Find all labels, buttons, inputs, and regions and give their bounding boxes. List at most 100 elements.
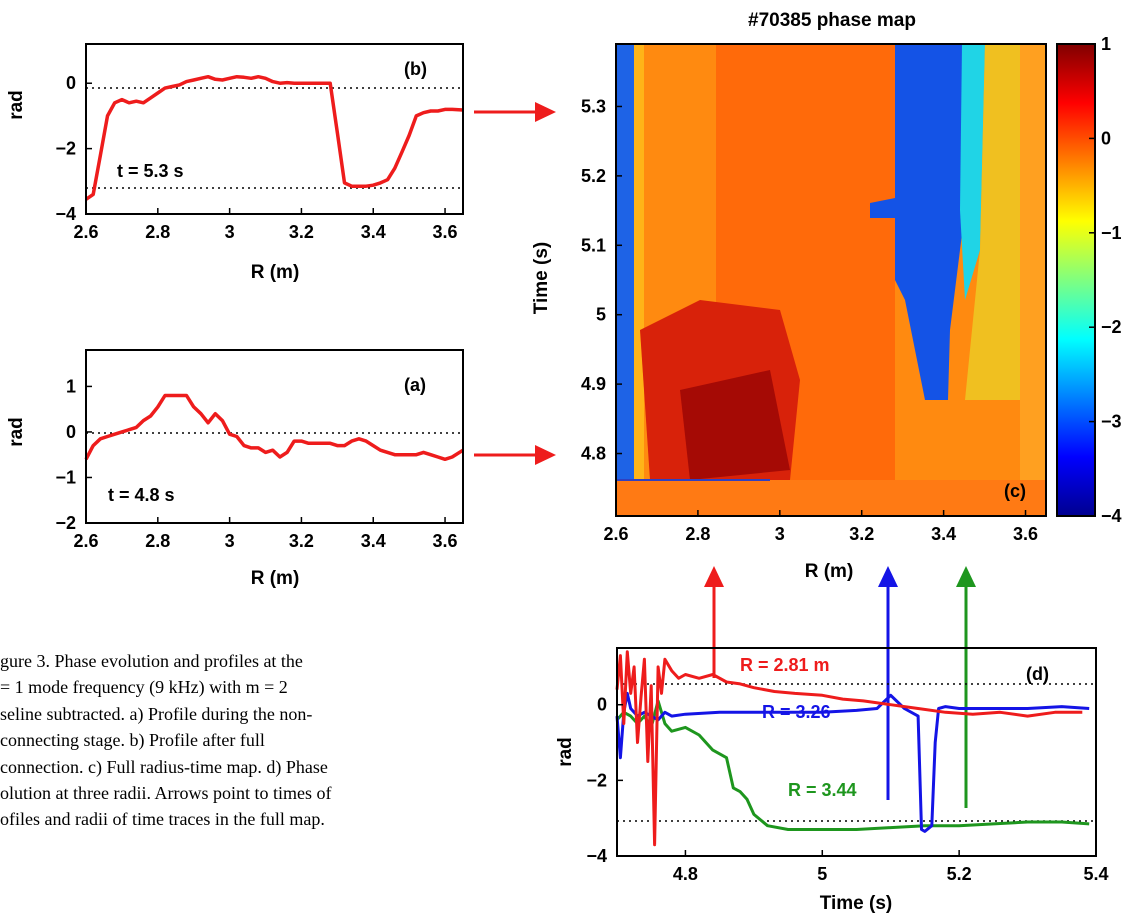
x-ticks: 2.6 2.8 3 3.2 3.4 3.6 (73, 208, 458, 242)
heatmap-island (895, 44, 965, 400)
y-tick-label: 0 (66, 422, 76, 442)
profile-line (85, 74, 464, 201)
x-tick-label: 5.4 (1083, 864, 1108, 884)
trace-label-r281: R = 2.81 m (740, 655, 830, 675)
y-axis-label: rad (6, 417, 27, 447)
y-tick-label: 5 (596, 305, 606, 325)
colorbar-tick-label: 1 (1101, 34, 1111, 54)
panel-b: 2.6 2.8 3 3.2 3.4 3.6 0 −2 −4 (b) t = 5.3 s rad… (6, 43, 464, 283)
x-tick-label: 2.6 (73, 222, 98, 242)
y-tick-label: 5.2 (581, 166, 606, 186)
x-tick-label: 3.6 (433, 531, 458, 551)
caption-line: gure 3. Phase evolution and profiles at … (0, 651, 303, 671)
arrow-t53-head (535, 102, 556, 122)
x-axis-label: Time (s) (820, 893, 893, 914)
axes-frame (616, 647, 1097, 857)
x-tick-label: 3 (775, 524, 785, 544)
x-tick-label: 4.8 (673, 864, 698, 884)
y-tick-label: −2 (55, 513, 76, 533)
trace-label-r344: R = 3.44 (788, 780, 857, 800)
panel-a: 2.6 2.8 3 3.2 3.4 3.6 1 0 −1 −2 (a) t = 4.8 s ra… (6, 349, 464, 589)
y-ticks: 5.3 5.2 5.1 5 4.9 4.8 (581, 96, 622, 464)
heatmap-left-edge (616, 44, 634, 516)
heatmap (616, 44, 1046, 516)
y-tick-label: 5.1 (581, 235, 606, 255)
y-tick-label: 0 (597, 695, 607, 715)
x-ticks: 2.6 2.8 3 3.2 3.4 3.6 (73, 517, 458, 551)
y-tick-label: 0 (66, 73, 76, 93)
radius-arrows (704, 566, 976, 808)
caption-line: = 1 mode frequency (9 kHz) with m = 2 (0, 677, 288, 698)
y-tick-label: 4.9 (581, 374, 606, 394)
caption-line: connecting stage. b) Profile after full (0, 730, 265, 751)
axes-frame (85, 43, 464, 215)
caption-line: connection. c) Full radius-time map. d) … (0, 756, 328, 777)
x-tick-label: 3.2 (849, 524, 874, 544)
y-tick-label: 1 (66, 376, 76, 396)
map-title: #70385 phase map (748, 10, 916, 31)
axes-frame (615, 43, 1047, 517)
axes-frame (85, 349, 464, 524)
colorbar-tick-label: −1 (1101, 223, 1122, 243)
x-tick-label: 2.6 (73, 531, 98, 551)
trace-r281 (615, 650, 1083, 847)
panel-label: (b) (404, 59, 427, 79)
y-tick-label: −4 (55, 204, 76, 224)
panel-c: #70385 phase map 2.6 2.8 3 3.2 3.4 3.6 5.3 5.2… (531, 10, 1122, 582)
x-tick-label: 3.4 (361, 222, 386, 242)
x-ticks: 4.8 5 5.2 5.4 (673, 850, 1109, 884)
y-axis-label: Time (s) (531, 242, 552, 315)
panel-label: (c) (1004, 481, 1026, 501)
x-tick-label: 3.4 (931, 524, 956, 544)
arrow-r281-head (704, 566, 724, 587)
x-tick-label: 2.6 (603, 524, 628, 544)
colorbar-ticks: 1 0 −1 −2 −3 −4 (1089, 34, 1122, 526)
time-arrows (474, 102, 556, 465)
figure-caption: gure 3. Phase evolution and profiles at … (0, 648, 500, 833)
time-annotation: t = 5.3 s (117, 161, 184, 181)
x-tick-label: 3.6 (433, 222, 458, 242)
colorbar-tick-label: 0 (1101, 128, 1111, 148)
y-ticks: 0 −2 −4 (586, 695, 623, 866)
trace-label-r326: R = 3.26 (762, 702, 831, 722)
arrow-r344-head (956, 566, 976, 587)
panel-label: (a) (404, 375, 426, 395)
trace-r344 (615, 699, 1090, 831)
profile-line (84, 393, 464, 462)
x-tick-label: 5 (817, 864, 827, 884)
y-tick-label: 5.3 (581, 96, 606, 116)
y-axis-label: rad (555, 737, 576, 767)
x-axis-label: R (m) (251, 568, 300, 589)
panel-d: 4.8 5 5.2 5.4 0 −2 −4 (d) R = 2.81 m R = 3.26… (555, 647, 1109, 914)
colorbar-tick-label: −3 (1101, 412, 1122, 432)
heatmap-darkest-core (680, 370, 790, 480)
y-tick-label: −1 (55, 467, 76, 487)
y-ticks: 0 −2 −4 (55, 73, 92, 224)
x-tick-label: 3 (225, 531, 235, 551)
heatmap-outer-edge (1020, 44, 1046, 516)
caption-line: olution at three radii. Arrows point to … (0, 783, 332, 804)
x-tick-label: 2.8 (685, 524, 710, 544)
heatmap-left-band (634, 44, 644, 516)
caption-line: seline subtracted. a) Profile during the… (0, 703, 313, 724)
x-tick-label: 5.2 (947, 864, 972, 884)
x-tick-label: 2.8 (145, 222, 170, 242)
x-tick-label: 3.6 (1013, 524, 1038, 544)
heatmap-island-edge (960, 44, 985, 300)
heatmap-island-notch (870, 198, 895, 218)
colorbar-tick-label: −2 (1101, 317, 1122, 337)
x-tick-label: 3.2 (289, 222, 314, 242)
x-ticks: 2.6 2.8 3 3.2 3.4 3.6 (603, 510, 1038, 544)
time-annotation: t = 4.8 s (108, 485, 175, 505)
arrow-r326-head (878, 566, 898, 587)
y-tick-label: −2 (55, 139, 76, 159)
x-tick-label: 3 (225, 222, 235, 242)
x-axis-label: R (m) (805, 561, 854, 582)
colorbar-tick-label: −4 (1101, 506, 1122, 526)
colorbar (1056, 43, 1096, 517)
x-tick-label: 3.4 (361, 531, 386, 551)
panel-label: (d) (1026, 664, 1049, 684)
y-ticks: 1 0 −1 −2 (55, 376, 92, 533)
y-axis-label: rad (6, 90, 27, 120)
